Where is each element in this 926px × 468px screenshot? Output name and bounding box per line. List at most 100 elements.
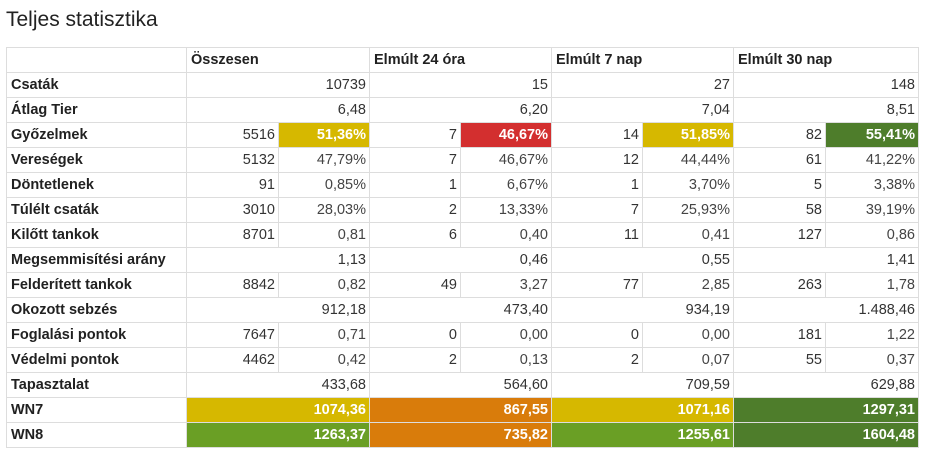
page-title: Teljes statisztika bbox=[6, 8, 158, 31]
ratio-cell: 6,67% bbox=[460, 172, 552, 198]
column-header-total: Összesen bbox=[186, 47, 370, 73]
ratio-cell: 0,00 bbox=[460, 322, 552, 348]
count-cell: 82 bbox=[733, 122, 826, 148]
row-label: Győzelmek bbox=[6, 122, 187, 148]
ratio-cell: 3,27 bbox=[460, 272, 552, 298]
ratio-cell: 0,07 bbox=[642, 347, 734, 373]
table-row: Okozott sebzés 912,18 473,40 934,19 1.488,46 bbox=[6, 297, 919, 323]
ratio-cell: 47,79% bbox=[278, 147, 370, 173]
count-cell: 3010 bbox=[186, 197, 279, 223]
row-label: Tapasztalat bbox=[6, 372, 187, 398]
table-row: Átlag Tier 6,48 6,20 7,04 8,51 bbox=[6, 97, 919, 123]
ratio-cell: 0,81 bbox=[278, 222, 370, 248]
count-cell: 11 bbox=[551, 222, 643, 248]
count-cell: 5132 bbox=[186, 147, 279, 173]
value-cell: 709,59 bbox=[551, 372, 734, 398]
value-cell: 27 bbox=[551, 72, 734, 98]
ratio-cell: 3,70% bbox=[642, 172, 734, 198]
table-row: Csaták 10739 15 27 148 bbox=[6, 72, 919, 98]
value-cell: 473,40 bbox=[369, 297, 552, 323]
value-cell: 7,04 bbox=[551, 97, 734, 123]
row-label: Átlag Tier bbox=[6, 97, 187, 123]
table-row: Győzelmek 5516 51,36% 7 46,67% 14 51,85% 82 55,4… bbox=[6, 122, 919, 148]
count-cell: 5 bbox=[733, 172, 826, 198]
table-row: WN7 1074,36 867,55 1071,16 1297,31 bbox=[6, 397, 919, 423]
value-cell: 1074,36 bbox=[186, 397, 370, 423]
table-header-row: Összesen Elmúlt 24 óra Elmúlt 7 nap Elmú… bbox=[6, 47, 919, 73]
ratio-cell: 28,03% bbox=[278, 197, 370, 223]
ratio-cell: 39,19% bbox=[825, 197, 919, 223]
value-cell: 1,13 bbox=[186, 247, 370, 273]
row-label: Kilőtt tankok bbox=[6, 222, 187, 248]
value-cell: 629,88 bbox=[733, 372, 919, 398]
row-label: Vereségek bbox=[6, 147, 187, 173]
value-cell: 0,46 bbox=[369, 247, 552, 273]
ratio-cell: 46,67% bbox=[460, 147, 552, 173]
ratio-cell: 41,22% bbox=[825, 147, 919, 173]
table-row: Védelmi pontok 4462 0,42 2 0,13 2 0,07 55 0,37 bbox=[6, 347, 919, 373]
row-label: Csaták bbox=[6, 72, 187, 98]
count-cell: 1 bbox=[551, 172, 643, 198]
row-label: Védelmi pontok bbox=[6, 347, 187, 373]
value-cell: 1263,37 bbox=[186, 422, 370, 448]
row-label: WN8 bbox=[6, 422, 187, 448]
ratio-cell: 0,13 bbox=[460, 347, 552, 373]
ratio-cell: 46,67% bbox=[460, 122, 552, 148]
value-cell: 912,18 bbox=[186, 297, 370, 323]
column-header-24h: Elmúlt 24 óra bbox=[369, 47, 552, 73]
statistics-table: Összesen Elmúlt 24 óra Elmúlt 7 nap Elmú… bbox=[6, 47, 919, 448]
value-cell: 1.488,46 bbox=[733, 297, 919, 323]
count-cell: 127 bbox=[733, 222, 826, 248]
count-cell: 2 bbox=[369, 347, 461, 373]
ratio-cell: 51,36% bbox=[278, 122, 370, 148]
ratio-cell: 25,93% bbox=[642, 197, 734, 223]
count-cell: 14 bbox=[551, 122, 643, 148]
count-cell: 2 bbox=[369, 197, 461, 223]
count-cell: 7 bbox=[369, 147, 461, 173]
value-cell: 1071,16 bbox=[551, 397, 734, 423]
value-cell: 6,20 bbox=[369, 97, 552, 123]
row-label: Felderített tankok bbox=[6, 272, 187, 298]
row-label: Megsemmisítési arány bbox=[6, 247, 187, 273]
count-cell: 61 bbox=[733, 147, 826, 173]
row-label: WN7 bbox=[6, 397, 187, 423]
table-row: Felderített tankok 8842 0,82 49 3,27 77 2,85 26… bbox=[6, 272, 919, 298]
count-cell: 263 bbox=[733, 272, 826, 298]
value-cell: 433,68 bbox=[186, 372, 370, 398]
count-cell: 7 bbox=[551, 197, 643, 223]
row-label: Okozott sebzés bbox=[6, 297, 187, 323]
header-corner bbox=[6, 47, 187, 73]
ratio-cell: 2,85 bbox=[642, 272, 734, 298]
value-cell: 867,55 bbox=[369, 397, 552, 423]
ratio-cell: 55,41% bbox=[825, 122, 919, 148]
ratio-cell: 0,82 bbox=[278, 272, 370, 298]
row-label: Döntetlenek bbox=[6, 172, 187, 198]
value-cell: 10739 bbox=[186, 72, 370, 98]
row-label: Foglalási pontok bbox=[6, 322, 187, 348]
row-label: Túlélt csaták bbox=[6, 197, 187, 223]
value-cell: 148 bbox=[733, 72, 919, 98]
ratio-cell: 0,40 bbox=[460, 222, 552, 248]
count-cell: 1 bbox=[369, 172, 461, 198]
table-row: Megsemmisítési arány 1,13 0,46 0,55 1,41 bbox=[6, 247, 919, 273]
table-row: Döntetlenek 91 0,85% 1 6,67% 1 3,70% 5 3,38% bbox=[6, 172, 919, 198]
count-cell: 7 bbox=[369, 122, 461, 148]
value-cell: 1255,61 bbox=[551, 422, 734, 448]
value-cell: 1604,48 bbox=[733, 422, 919, 448]
count-cell: 8842 bbox=[186, 272, 279, 298]
value-cell: 8,51 bbox=[733, 97, 919, 123]
table-row: WN8 1263,37 735,82 1255,61 1604,48 bbox=[6, 422, 919, 448]
value-cell: 564,60 bbox=[369, 372, 552, 398]
count-cell: 6 bbox=[369, 222, 461, 248]
ratio-cell: 44,44% bbox=[642, 147, 734, 173]
value-cell: 15 bbox=[369, 72, 552, 98]
ratio-cell: 51,85% bbox=[642, 122, 734, 148]
value-cell: 1,41 bbox=[733, 247, 919, 273]
count-cell: 12 bbox=[551, 147, 643, 173]
table-row: Túlélt csaták 3010 28,03% 2 13,33% 7 25,93% 58 3… bbox=[6, 197, 919, 223]
ratio-cell: 0,71 bbox=[278, 322, 370, 348]
table-row: Foglalási pontok 7647 0,71 0 0,00 0 0,00 181 1,2… bbox=[6, 322, 919, 348]
count-cell: 77 bbox=[551, 272, 643, 298]
count-cell: 5516 bbox=[186, 122, 279, 148]
count-cell: 49 bbox=[369, 272, 461, 298]
